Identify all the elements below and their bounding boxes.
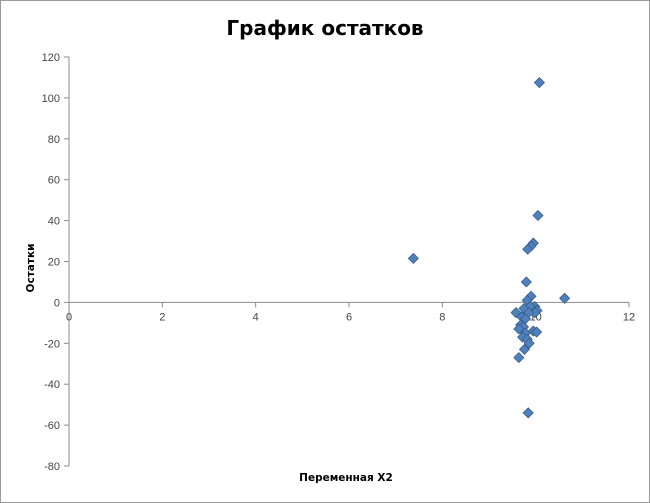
data-point bbox=[520, 276, 532, 288]
data-point bbox=[532, 209, 544, 222]
y-tick-label: 60 bbox=[48, 175, 60, 187]
y-tick-label: -40 bbox=[44, 379, 60, 391]
data-point bbox=[522, 407, 534, 419]
y-axis-label: Остатки bbox=[25, 244, 37, 293]
x-tick-label: 4 bbox=[253, 311, 259, 323]
data-point bbox=[518, 343, 531, 356]
data-point bbox=[407, 252, 419, 264]
data-point bbox=[523, 337, 535, 349]
y-tick-label: 100 bbox=[42, 93, 60, 105]
x-tick-label: 12 bbox=[623, 311, 635, 323]
x-axis-label: Переменная X2 bbox=[299, 472, 393, 484]
x-tick-label: 0 bbox=[66, 311, 72, 323]
y-tick-label: 0 bbox=[54, 297, 60, 309]
x-tick-label: 2 bbox=[159, 311, 165, 323]
data-point bbox=[522, 243, 534, 255]
y-tick-label: 80 bbox=[48, 134, 60, 146]
axes bbox=[64, 56, 630, 467]
y-tick-label: 120 bbox=[42, 52, 60, 64]
y-tick-label: -60 bbox=[44, 420, 60, 432]
y-tick-label: -20 bbox=[44, 338, 60, 350]
chart-title: График остатков bbox=[226, 16, 423, 40]
data-point bbox=[531, 326, 543, 338]
data-point bbox=[533, 76, 545, 89]
data-points bbox=[407, 76, 571, 419]
x-tick-label: 8 bbox=[439, 311, 445, 323]
data-point bbox=[559, 292, 571, 304]
data-point bbox=[513, 352, 525, 364]
data-point bbox=[513, 323, 525, 335]
x-tick-label: 6 bbox=[346, 311, 352, 323]
y-tick-label: -80 bbox=[44, 461, 60, 473]
y-tick-label: 40 bbox=[48, 216, 60, 228]
y-tick-label: 20 bbox=[48, 257, 60, 269]
